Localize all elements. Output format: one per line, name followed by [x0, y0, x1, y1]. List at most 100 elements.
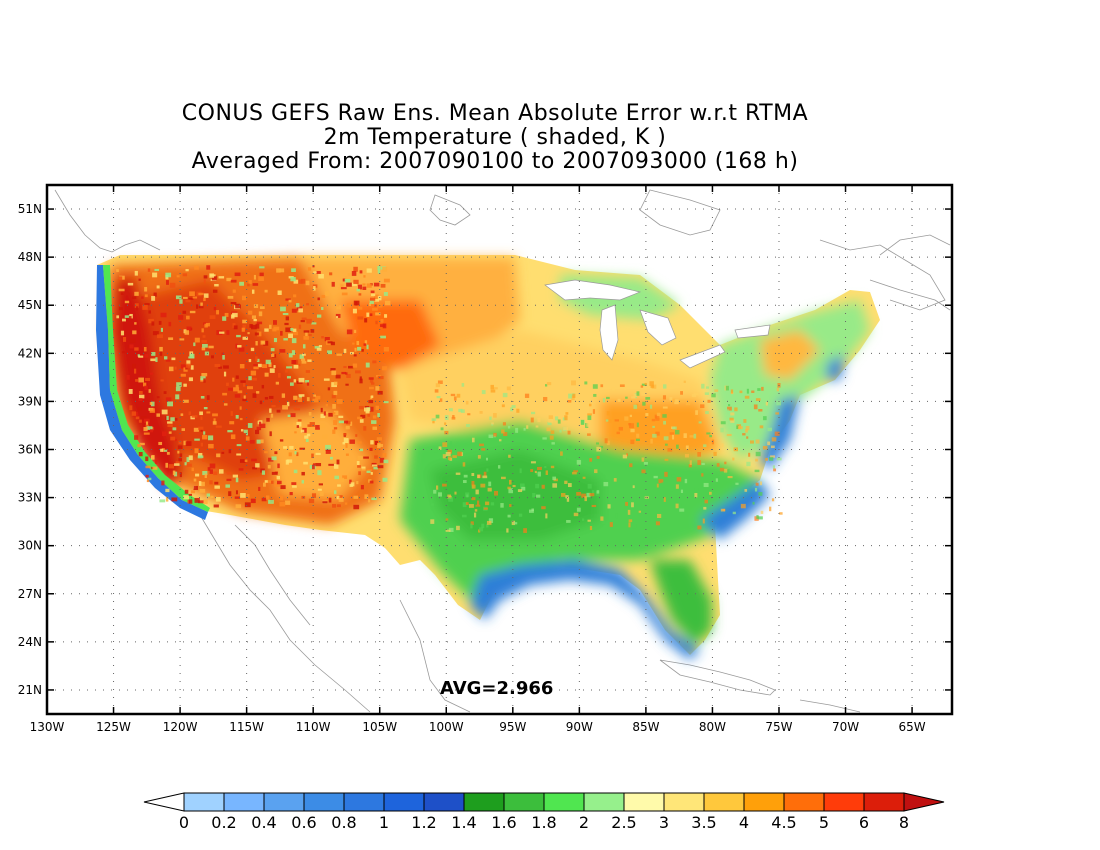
- terrain-speckle: [356, 288, 360, 292]
- field-speckle: [475, 504, 481, 507]
- field-speckle: [572, 471, 577, 475]
- terrain-speckle: [156, 413, 161, 417]
- terrain-speckle: [171, 357, 176, 361]
- terrain-speckle: [223, 371, 227, 377]
- field-speckle: [618, 426, 623, 431]
- field-speckle: [691, 394, 697, 398]
- field-speckle: [664, 458, 669, 461]
- field-speckle: [545, 384, 548, 387]
- lake-ontario: [734, 324, 771, 339]
- field-speckle: [724, 461, 727, 465]
- field-speckle: [442, 454, 447, 459]
- field-speckle: [480, 483, 486, 488]
- terrain-speckle: [152, 272, 158, 278]
- terrain-speckle: [151, 321, 155, 326]
- terrain-speckle: [239, 406, 242, 410]
- lon-tick-label: 115W: [229, 720, 264, 734]
- terrain-speckle: [199, 411, 203, 416]
- terrain-speckle: [364, 494, 369, 499]
- field-speckle: [771, 498, 775, 502]
- terrain-speckle: [271, 456, 277, 461]
- terrain-speckle: [145, 421, 149, 427]
- hispaniola-outline: [799, 699, 861, 713]
- terrain-speckle: [189, 353, 195, 359]
- terrain-speckle: [382, 266, 388, 272]
- terrain-speckle: [315, 462, 322, 467]
- field-speckle: [758, 409, 763, 412]
- mexico-gulf-of-california: [234, 524, 311, 626]
- field-speckle: [706, 432, 711, 435]
- terrain-speckle: [138, 390, 143, 395]
- terrain-speckle: [204, 473, 207, 479]
- terrain-speckle: [148, 318, 154, 324]
- terrain-speckle: [236, 453, 242, 456]
- terrain-speckle: [325, 403, 329, 407]
- terrain-speckle: [118, 288, 125, 292]
- field-speckle: [509, 504, 512, 507]
- terrain-speckle: [320, 407, 323, 413]
- field-speckle: [651, 418, 656, 422]
- field-speckle: [452, 455, 457, 458]
- terrain-speckle: [370, 382, 375, 385]
- field-speckle: [564, 415, 568, 421]
- terrain-speckle: [307, 267, 312, 271]
- northeast-orange: [760, 330, 820, 380]
- hudson-island: [429, 194, 471, 226]
- field-speckle: [688, 464, 692, 468]
- field-speckle: [629, 463, 633, 468]
- terrain-speckle: [144, 353, 149, 358]
- terrain-speckle: [377, 376, 384, 380]
- terrain-speckle: [145, 474, 149, 478]
- terrain-speckle: [196, 304, 199, 309]
- field-speckle: [623, 385, 627, 391]
- field-speckle: [630, 439, 635, 445]
- terrain-speckle: [240, 493, 246, 498]
- field-speckle: [645, 396, 651, 400]
- terrain-speckle: [163, 391, 167, 394]
- field-speckle: [730, 412, 735, 416]
- field-speckle: [506, 528, 509, 533]
- terrain-speckle: [271, 471, 278, 475]
- terrain-speckle: [230, 411, 233, 416]
- terrain-speckle: [175, 386, 181, 392]
- terrain-speckle: [200, 481, 205, 487]
- terrain-speckle: [332, 404, 336, 409]
- terrain-speckle: [284, 322, 289, 326]
- terrain-speckle: [286, 376, 291, 379]
- terrain-speckle: [370, 440, 374, 445]
- terrain-speckle: [206, 493, 211, 497]
- field-speckle: [636, 422, 639, 428]
- terrain-speckle: [165, 462, 169, 468]
- field-speckle: [755, 439, 760, 444]
- terrain-speckle: [247, 283, 250, 287]
- terrain-speckle: [345, 383, 349, 386]
- terrain-speckle: [152, 331, 159, 336]
- terrain-speckle: [278, 372, 281, 378]
- field-speckle: [616, 431, 620, 435]
- terrain-speckle: [339, 495, 343, 498]
- terrain-speckle: [357, 284, 363, 290]
- terrain-speckle: [138, 419, 142, 423]
- terrain-speckle: [374, 455, 378, 459]
- terrain-speckle: [366, 312, 370, 317]
- terrain-speckle: [201, 373, 208, 377]
- field-speckle: [652, 425, 655, 428]
- terrain-speckle: [268, 362, 272, 367]
- terrain-speckle: [289, 445, 294, 450]
- field-speckle: [701, 462, 705, 466]
- terrain-speckle: [218, 276, 225, 279]
- colorbar-label: 4.5: [771, 813, 796, 832]
- terrain-speckle: [179, 472, 182, 478]
- terrain-speckle: [368, 377, 374, 380]
- field-speckle: [512, 484, 516, 488]
- terrain-speckle: [297, 419, 302, 422]
- terrain-speckle: [316, 271, 321, 274]
- field-speckle: [685, 400, 691, 406]
- field-speckle: [617, 398, 621, 402]
- field-speckle: [755, 482, 759, 486]
- terrain-speckle: [379, 457, 385, 463]
- terrain-speckle: [145, 377, 150, 381]
- plot-title-line-2: 2m Temperature ( shaded, K ): [323, 125, 667, 150]
- lon-tick-label: 130W: [30, 720, 65, 734]
- field-speckle: [649, 381, 654, 386]
